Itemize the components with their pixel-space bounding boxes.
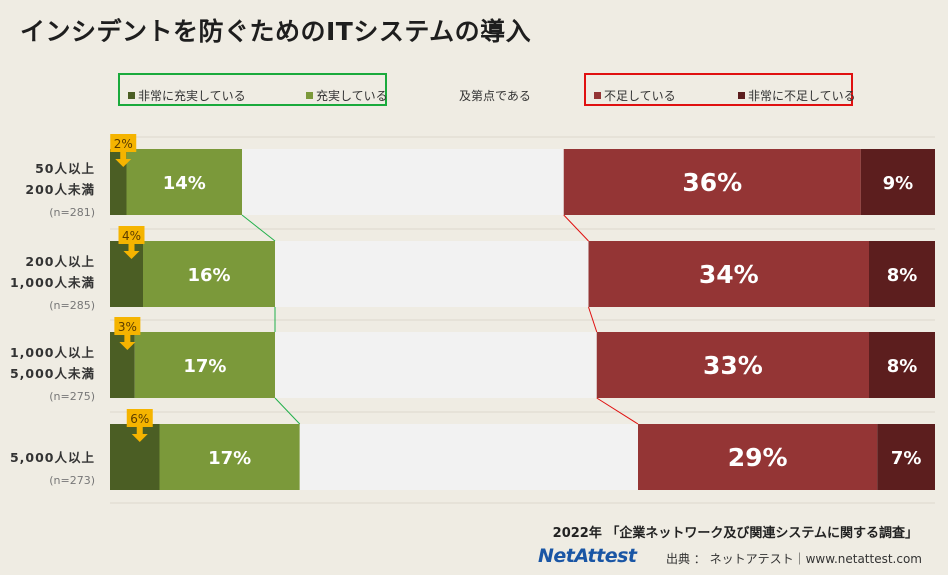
- callout-arrow-stem: [136, 427, 143, 434]
- bar-segment-0-3: [563, 149, 861, 215]
- row-sample-size: (n=281): [49, 206, 95, 219]
- row-label-line2: 200人未満: [25, 182, 95, 197]
- bar-segment-3-2: [299, 424, 638, 490]
- callout-arrow-head: [131, 434, 148, 442]
- callout-box: [126, 409, 153, 427]
- connector-positive: [274, 397, 301, 425]
- row-label-line1: 1,000人以上: [9, 345, 95, 360]
- legend-frame-negative: [584, 73, 853, 106]
- data-label: 14%: [163, 173, 206, 194]
- legend-swatch: [306, 92, 313, 99]
- connector-negative: [563, 214, 589, 242]
- row-label-line1: 50人以上: [35, 161, 95, 176]
- callout-label: 4%: [122, 229, 141, 243]
- bar-segment-1-0: [110, 241, 143, 307]
- connector-negative: [588, 306, 598, 333]
- row-label-line1: 5,000人以上: [9, 450, 95, 465]
- data-label: 8%: [887, 356, 918, 377]
- legend-item-very-insufficient: 非常に不足している: [738, 87, 856, 104]
- legend-swatch: [594, 92, 601, 99]
- legend-swatch: [738, 92, 745, 99]
- data-label: 33%: [703, 351, 763, 380]
- bar-segment-1-2: [275, 241, 589, 307]
- row-label-3: 5,000人以上 (n=273): [10, 447, 95, 489]
- bar-segment-2-1: [134, 332, 275, 398]
- legend-frame-positive: [118, 73, 387, 106]
- legend-label: 非常に不足している: [748, 89, 856, 103]
- callout-arrow-head: [119, 342, 136, 350]
- legend-label: 非常に充実している: [138, 89, 246, 103]
- bar-segment-1-1: [143, 241, 275, 307]
- callout-arrow-head: [115, 159, 132, 167]
- legend-label: 充実している: [316, 89, 388, 103]
- legend-swatch: [128, 92, 135, 99]
- callout-box: [110, 134, 137, 152]
- bar-segment-2-0: [110, 332, 135, 398]
- data-label: 7%: [891, 448, 922, 469]
- source-credit: 出典 ： ネットアテスト｜www.netattest.com: [665, 552, 922, 566]
- bar-segment-0-2: [242, 149, 564, 215]
- bar-segment-3-1: [159, 424, 300, 490]
- data-label: 34%: [699, 260, 759, 289]
- legend-item-sufficient: 充実している: [306, 87, 388, 104]
- data-label: 16%: [187, 265, 230, 286]
- bar-segment-1-3: [588, 241, 869, 307]
- row-label-0: 50人以上 200人未満 (n=281): [25, 158, 95, 221]
- brand-logo: NetAttest: [538, 545, 637, 567]
- bar-segment-3-3: [638, 424, 878, 490]
- bar-segment-3-0: [110, 424, 160, 490]
- legend-item-insufficient: 不足している: [594, 87, 676, 104]
- bar-segment-0-1: [126, 149, 242, 215]
- bar-segment-2-4: [869, 332, 935, 398]
- bar-segment-2-2: [275, 332, 597, 398]
- row-label-line2: 1,000人未満: [9, 275, 95, 290]
- bar-segment-3-4: [877, 424, 935, 490]
- callout-label: 6%: [130, 412, 149, 426]
- legend-item-very-sufficient: 非常に充実している: [128, 87, 246, 104]
- row-label-line1: 200人以上: [25, 254, 95, 269]
- callout-arrow-stem: [128, 244, 135, 251]
- bar-segment-1-4: [869, 241, 935, 307]
- legend-item-passing: 及第点である: [459, 87, 531, 104]
- callout-label: 2%: [114, 137, 133, 151]
- callout-arrow-stem: [124, 335, 131, 342]
- legend-label: 及第点である: [459, 89, 531, 103]
- row-label-line2: 5,000人未満: [9, 366, 95, 381]
- row-label-1: 200人以上 1,000人未満 (n=285): [10, 251, 95, 314]
- callout-label: 3%: [118, 320, 137, 334]
- data-label: 17%: [208, 448, 251, 469]
- row-label-2: 1,000人以上 5,000人未満 (n=275): [10, 342, 95, 405]
- legend-label: 不足している: [604, 89, 676, 103]
- bar-segment-0-4: [860, 149, 935, 215]
- data-label: 29%: [728, 443, 788, 472]
- connector-negative: [596, 397, 639, 425]
- data-label: 17%: [183, 356, 226, 377]
- bar-segment-2-3: [596, 332, 869, 398]
- data-label: 36%: [682, 168, 742, 197]
- row-sample-size: (n=285): [49, 299, 95, 312]
- chart-title: インシデントを防ぐためのITシステムの導入: [20, 17, 532, 46]
- row-sample-size: (n=275): [49, 390, 95, 403]
- callout-arrow-head: [123, 251, 140, 259]
- callout-arrow-stem: [120, 152, 127, 159]
- data-label: 8%: [887, 265, 918, 286]
- callout-box: [118, 226, 145, 244]
- survey-caption: 2022年 「企業ネットワーク及び関連システムに関する調査」: [552, 526, 918, 541]
- data-label: 9%: [883, 173, 914, 194]
- row-sample-size: (n=273): [49, 474, 95, 487]
- connector-positive: [241, 214, 276, 242]
- callout-box: [114, 317, 141, 335]
